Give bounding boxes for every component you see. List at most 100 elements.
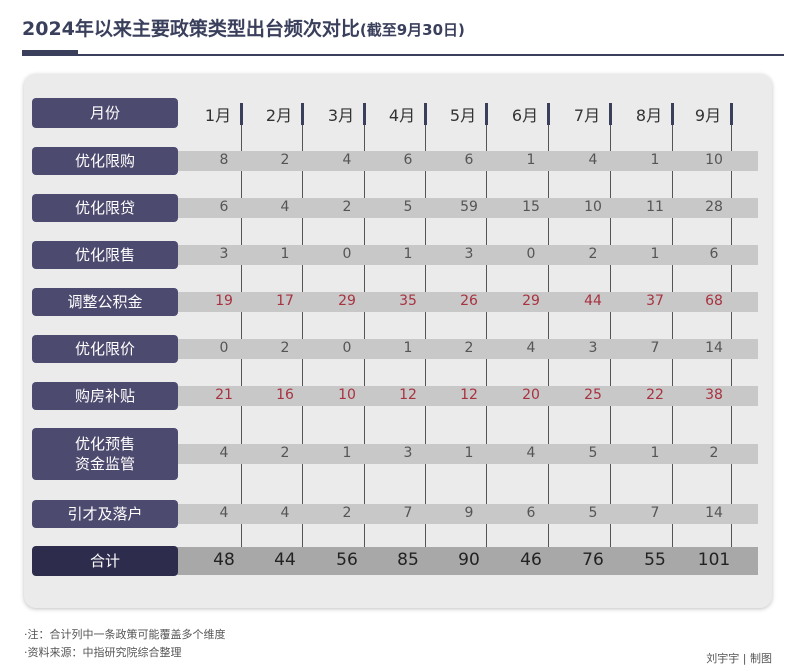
table-cell: 4 xyxy=(280,505,290,521)
row-band xyxy=(176,386,758,406)
column-header: 2月 xyxy=(265,106,293,125)
column-tick xyxy=(730,103,733,125)
column-tick xyxy=(240,103,243,125)
table-cell: 29 xyxy=(338,293,356,309)
column-header: 4月 xyxy=(388,106,416,125)
table-cell: 1 xyxy=(526,152,536,168)
table-cell: 10 xyxy=(705,152,723,168)
row-band xyxy=(176,245,758,265)
page-title: 2024年以来主要政策类型出台频次对比(截至9月30日) xyxy=(22,14,465,41)
row-label: 优化限价 xyxy=(32,335,178,363)
total-cell: 56 xyxy=(336,550,358,570)
table-cell: 2 xyxy=(280,340,290,356)
table-cell: 2 xyxy=(342,199,352,215)
table-cell: 2 xyxy=(588,246,598,262)
table-cell: 6 xyxy=(403,152,413,168)
table-cell: 11 xyxy=(646,199,664,215)
table-cell: 2 xyxy=(464,340,474,356)
total-label: 合计 xyxy=(32,546,178,576)
row-band xyxy=(176,339,758,359)
row-band xyxy=(176,444,758,464)
table-cell: 0 xyxy=(342,246,352,262)
total-cell: 44 xyxy=(274,550,296,570)
table-cell: 16 xyxy=(276,387,294,403)
table-cell: 2 xyxy=(280,152,290,168)
table-cell: 12 xyxy=(399,387,417,403)
column-tick xyxy=(547,103,550,125)
table-cell: 25 xyxy=(584,387,602,403)
title-main: 2024年以来主要政策类型出台频次对比 xyxy=(22,18,360,40)
row-band xyxy=(176,292,758,312)
table-cell: 6 xyxy=(709,246,719,262)
table-cell: 8 xyxy=(219,152,229,168)
table-cell: 2 xyxy=(342,505,352,521)
column-tick xyxy=(363,103,366,125)
table-cell: 17 xyxy=(276,293,294,309)
table-cell: 6 xyxy=(219,199,229,215)
table-cell: 44 xyxy=(584,293,602,309)
table-cell: 12 xyxy=(460,387,478,403)
table-cell: 5 xyxy=(588,505,598,521)
table-cell: 7 xyxy=(403,505,413,521)
table-cell: 14 xyxy=(705,340,723,356)
table-cell: 1 xyxy=(342,445,352,461)
total-cell: 76 xyxy=(582,550,604,570)
table-cell: 1 xyxy=(403,246,413,262)
table-cell: 0 xyxy=(219,340,229,356)
total-cell: 90 xyxy=(458,550,480,570)
table-cell: 21 xyxy=(215,387,233,403)
total-band xyxy=(176,547,758,575)
row-band xyxy=(176,504,758,524)
table-cell: 38 xyxy=(705,387,723,403)
row-label: 调整公积金 xyxy=(32,288,178,316)
table-cell: 4 xyxy=(342,152,352,168)
table-cell: 10 xyxy=(338,387,356,403)
title-subtitle: (截至9月30日) xyxy=(359,21,465,39)
table-cell: 6 xyxy=(526,505,536,521)
table-cell: 9 xyxy=(464,505,474,521)
column-header: 6月 xyxy=(511,106,539,125)
table-cell: 35 xyxy=(399,293,417,309)
table-cell: 1 xyxy=(650,152,660,168)
row-label: 优化限贷 xyxy=(32,194,178,222)
column-tick xyxy=(609,103,612,125)
column-header: 7月 xyxy=(573,106,601,125)
table-cell: 1 xyxy=(650,246,660,262)
table-cell: 15 xyxy=(522,199,540,215)
table-cell: 59 xyxy=(460,199,478,215)
total-cell: 48 xyxy=(213,550,235,570)
table-cell: 5 xyxy=(588,445,598,461)
table-cell: 22 xyxy=(646,387,664,403)
column-header: 8月 xyxy=(635,106,663,125)
table-cell: 68 xyxy=(705,293,723,309)
row-band xyxy=(176,151,758,171)
row-label: 购房补贴 xyxy=(32,382,178,410)
column-tick xyxy=(671,103,674,125)
column-header: 5月 xyxy=(449,106,477,125)
table-cell: 4 xyxy=(219,445,229,461)
credit-text: 刘宇宇 | 制图 xyxy=(706,652,772,665)
table-cell: 2 xyxy=(709,445,719,461)
table-cell: 4 xyxy=(280,199,290,215)
row-label: 优化限购 xyxy=(32,147,178,175)
table-cell: 4 xyxy=(588,152,598,168)
column-tick xyxy=(485,103,488,125)
table-cell: 19 xyxy=(215,293,233,309)
column-tick xyxy=(424,103,427,125)
table-cell: 1 xyxy=(403,340,413,356)
table-cell: 10 xyxy=(584,199,602,215)
table-cell: 3 xyxy=(219,246,229,262)
table-cell: 5 xyxy=(403,199,413,215)
table-cell: 1 xyxy=(464,445,474,461)
table-cell: 1 xyxy=(650,445,660,461)
table-cell: 7 xyxy=(650,340,660,356)
table-cell: 7 xyxy=(650,505,660,521)
table-cell: 3 xyxy=(464,246,474,262)
column-tick xyxy=(301,103,304,125)
column-header: 1月 xyxy=(204,106,232,125)
title-rule xyxy=(22,54,784,56)
table-cell: 4 xyxy=(526,445,536,461)
row-band xyxy=(176,198,758,218)
table-cell: 0 xyxy=(342,340,352,356)
table-cell: 26 xyxy=(460,293,478,309)
